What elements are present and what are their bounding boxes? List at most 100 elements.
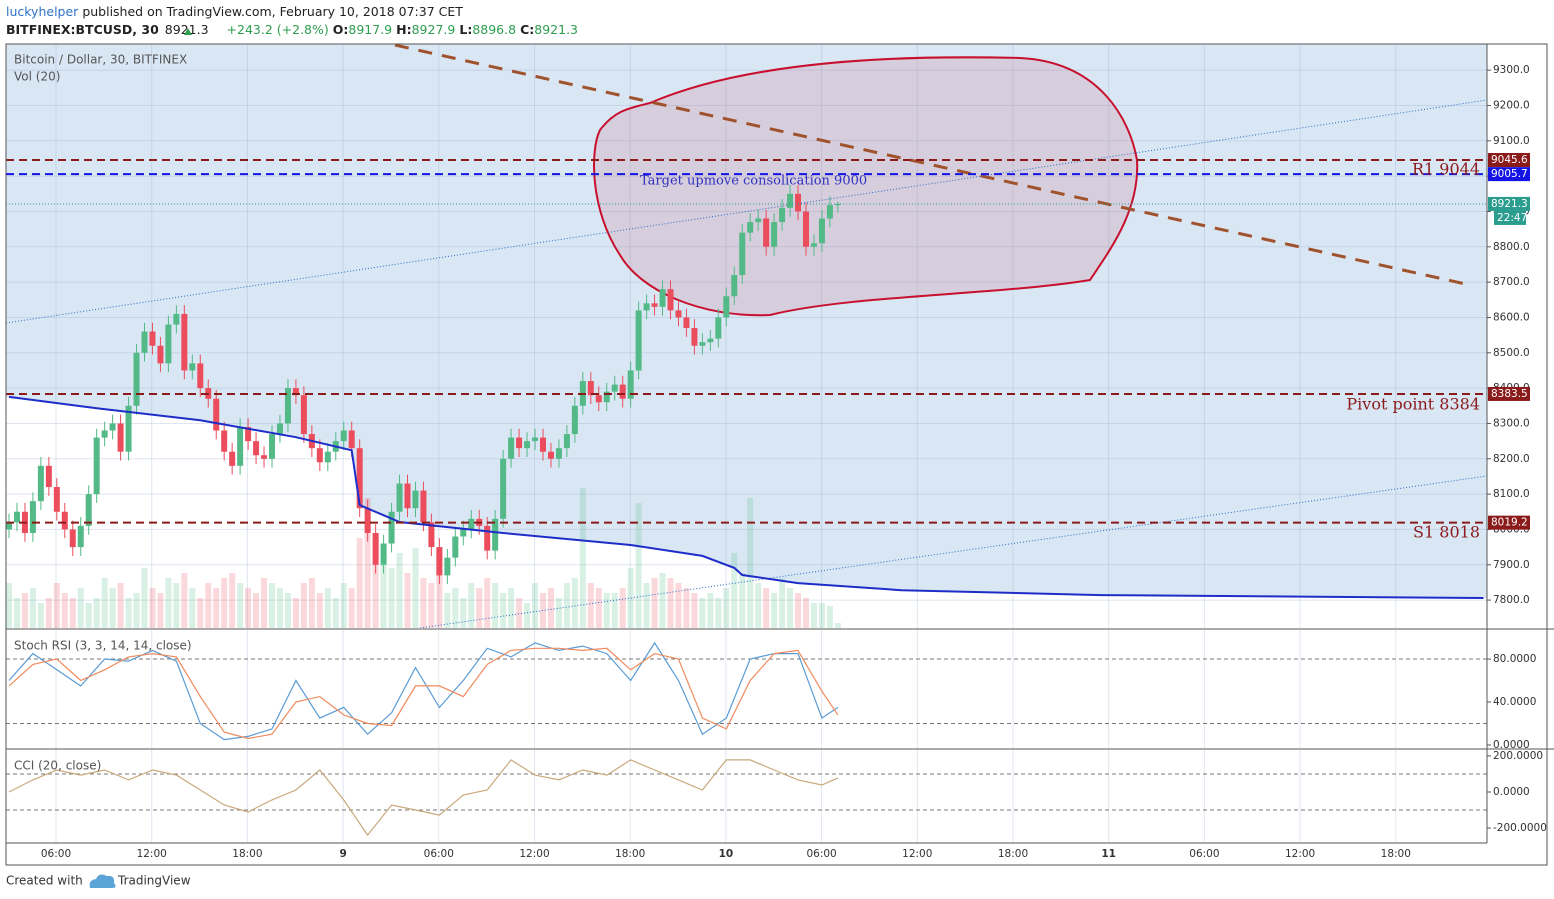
candle-body — [563, 434, 570, 449]
header-line: luckyhelper published on TradingView.com,… — [6, 4, 463, 19]
candle-body — [77, 525, 84, 548]
volume-bar — [348, 588, 355, 628]
candle-body — [436, 547, 443, 576]
volume-bar — [276, 588, 283, 628]
y-tick-label: 0.0000 — [1493, 786, 1530, 798]
annotation: Pivot point 8384 — [1346, 395, 1480, 414]
candle-body — [675, 310, 682, 318]
x-tick-label: 10 — [719, 848, 734, 860]
candle-body — [316, 448, 323, 463]
volume-bar — [117, 583, 124, 628]
candle-body — [763, 218, 770, 247]
candle-body — [45, 465, 52, 488]
y-tick-label: 8200.0 — [1493, 453, 1530, 465]
volume-bar — [308, 578, 315, 628]
y-tick-label: 80.0000 — [1493, 653, 1536, 665]
candle-body — [284, 388, 291, 424]
candle-body — [117, 423, 124, 452]
last: 8921.3 — [165, 22, 209, 37]
candle-body — [834, 203, 841, 206]
volume-bar — [563, 583, 570, 628]
volume-bar — [555, 598, 562, 628]
trend-line — [394, 44, 1471, 287]
candle-body — [173, 313, 180, 325]
h-label: H: — [396, 22, 411, 37]
volume-bar — [412, 548, 419, 628]
candle-body — [29, 501, 36, 533]
volume-bar — [763, 588, 770, 628]
volume-bar — [508, 588, 515, 628]
candle-body — [189, 363, 196, 371]
x-tick-label: 06:00 — [1189, 848, 1219, 860]
candle-body — [388, 511, 395, 544]
volume-bar — [372, 533, 379, 628]
candle-body — [372, 532, 379, 565]
volume-bar — [747, 498, 754, 628]
volume-bar — [109, 588, 116, 628]
level-tag-label: 9005.7 — [1491, 168, 1528, 180]
candle-body — [683, 317, 690, 329]
volume-bar — [125, 598, 132, 628]
volume-bar — [356, 538, 363, 628]
candle-body — [803, 211, 809, 247]
volume-bar — [818, 603, 825, 628]
volume-bar — [651, 578, 658, 628]
l-value: 8896.8 — [472, 22, 516, 37]
candle-body — [643, 303, 650, 311]
candle-body — [324, 451, 331, 463]
volume-bar — [364, 498, 371, 628]
countdown-tag — [1494, 210, 1526, 225]
candle-body — [53, 487, 60, 512]
candle-body — [396, 483, 403, 512]
volume-bar — [779, 578, 786, 628]
volume-bar — [452, 588, 459, 628]
below-line-area — [6, 396, 1487, 628]
candle-body — [229, 451, 236, 466]
candle-body — [508, 437, 515, 459]
candle-body — [492, 518, 499, 551]
volume-bar — [37, 603, 44, 628]
x-tick-label: 18:00 — [1381, 848, 1411, 860]
candle-body — [611, 384, 618, 392]
annotation: R1 9044 — [1412, 160, 1480, 179]
volume-bar — [13, 598, 20, 628]
level-tag-label: 8383.5 — [1491, 388, 1528, 400]
annotation: Target upmove consolication 9000 — [640, 174, 867, 189]
l-label: L: — [459, 22, 472, 37]
volume-bar — [428, 583, 435, 628]
candle-body — [715, 317, 722, 339]
candle-body — [731, 275, 738, 297]
candle-body — [101, 430, 108, 438]
volume-bar — [643, 583, 650, 628]
candle-body — [37, 465, 44, 502]
volume-bar — [221, 578, 228, 628]
candle-body — [340, 430, 347, 442]
volume-bar — [675, 583, 682, 628]
candle-body — [380, 543, 387, 565]
candle-body — [245, 426, 252, 442]
volume-bar — [93, 598, 100, 628]
volume-bar — [771, 593, 778, 628]
volume-bar — [691, 593, 698, 628]
volume-bar — [659, 573, 666, 628]
volume-bar — [484, 578, 491, 628]
volume-bar — [635, 503, 642, 628]
volume-bar — [300, 583, 307, 628]
candle-body — [181, 313, 188, 371]
volume-bar — [388, 568, 395, 628]
level-tag — [1488, 196, 1530, 211]
volume-bar — [803, 598, 809, 628]
candle-body — [587, 381, 594, 396]
pane-title: Bitcoin / Dollar, 30, BITFINEX — [14, 53, 187, 67]
level-tag — [1488, 515, 1530, 530]
candle-body — [810, 243, 817, 247]
candle-body — [348, 430, 355, 449]
countdown-label: 22:47 — [1497, 212, 1527, 224]
volume-bar — [61, 593, 68, 628]
volume-bar — [45, 598, 52, 628]
x-tick-label: 12:00 — [137, 848, 167, 860]
c-value: 8921.3 — [534, 22, 578, 37]
volume-bar — [420, 578, 427, 628]
candle-body — [276, 423, 283, 435]
